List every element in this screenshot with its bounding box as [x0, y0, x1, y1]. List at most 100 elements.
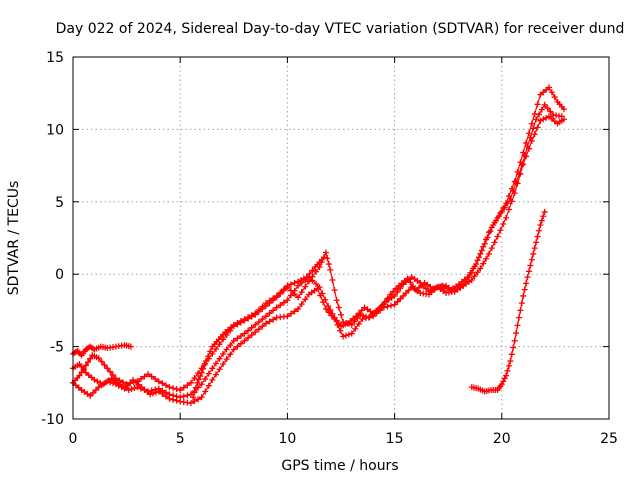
data-point — [273, 304, 280, 311]
data-point — [524, 274, 531, 281]
data-point — [166, 384, 173, 391]
data-point — [198, 394, 205, 401]
data-point — [514, 180, 521, 187]
data-point — [503, 214, 510, 221]
data-point — [302, 296, 309, 303]
data-point — [537, 117, 544, 124]
data-point — [322, 249, 329, 256]
data-point — [124, 382, 131, 389]
data-point — [205, 353, 212, 360]
series-trace — [471, 211, 546, 393]
data-point — [191, 389, 198, 396]
data-point — [535, 227, 542, 234]
data-point — [212, 346, 219, 353]
data-point — [227, 351, 234, 358]
data-point — [363, 315, 370, 322]
data-point — [306, 270, 313, 277]
data-point — [381, 299, 388, 306]
data-point — [252, 310, 259, 317]
data-point — [284, 282, 291, 289]
data-point — [94, 378, 101, 385]
data-point — [547, 108, 554, 115]
data-point — [245, 334, 252, 341]
data-point — [470, 265, 477, 272]
data-point — [259, 316, 266, 323]
data-point — [384, 303, 391, 310]
data-point — [468, 276, 475, 283]
data-point — [180, 384, 187, 391]
data-point — [387, 291, 394, 298]
data-point — [525, 130, 532, 137]
x-tick-label: 15 — [386, 431, 404, 447]
data-point — [478, 247, 485, 254]
data-point — [490, 221, 497, 228]
data-point — [252, 329, 259, 336]
data-point — [148, 373, 155, 380]
data-point — [500, 221, 507, 228]
data-point — [335, 304, 342, 311]
data-point — [525, 145, 532, 152]
data-point — [537, 221, 544, 228]
data-point — [535, 111, 542, 118]
y-tick-label: -5 — [50, 340, 64, 356]
data-point — [110, 372, 117, 379]
data-series-4 — [70, 113, 567, 407]
data-point — [195, 396, 202, 403]
data-point — [173, 386, 180, 393]
data-point — [380, 304, 387, 311]
data-point — [277, 302, 284, 309]
data-point — [197, 373, 204, 380]
data-point — [200, 365, 207, 372]
data-point — [141, 373, 148, 380]
data-point — [262, 313, 269, 320]
data-series-1 — [70, 342, 134, 359]
data-point — [518, 300, 525, 307]
data-point — [314, 285, 321, 292]
data-point — [477, 265, 484, 272]
data-point — [322, 305, 329, 312]
data-point — [152, 375, 159, 382]
data-point — [92, 387, 99, 394]
data-point — [508, 198, 515, 205]
data-point — [212, 371, 219, 378]
data-point — [192, 384, 199, 391]
data-point — [166, 395, 173, 402]
data-point — [205, 382, 212, 389]
data-point — [241, 337, 248, 344]
data-point — [121, 385, 128, 392]
data-point — [291, 287, 298, 294]
data-point — [284, 313, 291, 320]
y-axis-label: SDTVAR / TECUs — [6, 181, 22, 296]
data-point — [127, 379, 134, 386]
data-point — [107, 368, 114, 375]
data-point — [230, 337, 237, 344]
data-point — [438, 282, 445, 289]
data-point — [191, 398, 198, 405]
data-point — [393, 285, 400, 292]
data-point — [334, 321, 341, 328]
data-point — [514, 322, 521, 329]
data-point — [337, 327, 344, 334]
data-point — [295, 294, 302, 301]
data-point — [230, 321, 237, 328]
data-point — [234, 335, 241, 342]
data-point — [302, 283, 309, 290]
y-tick-label: 5 — [55, 195, 64, 211]
data-point — [230, 346, 237, 353]
data-point — [202, 388, 209, 395]
data-point — [87, 392, 94, 399]
data-point — [201, 361, 208, 368]
data-point — [505, 206, 512, 213]
data-point — [202, 375, 209, 382]
data-point — [320, 299, 327, 306]
data-point — [280, 299, 287, 306]
data-point — [525, 268, 532, 275]
data-point — [227, 342, 234, 349]
data-point — [220, 350, 227, 357]
data-point — [366, 314, 373, 321]
data-point — [355, 310, 362, 317]
data-point — [223, 346, 230, 353]
data-point — [248, 332, 255, 339]
data-point — [191, 374, 198, 381]
